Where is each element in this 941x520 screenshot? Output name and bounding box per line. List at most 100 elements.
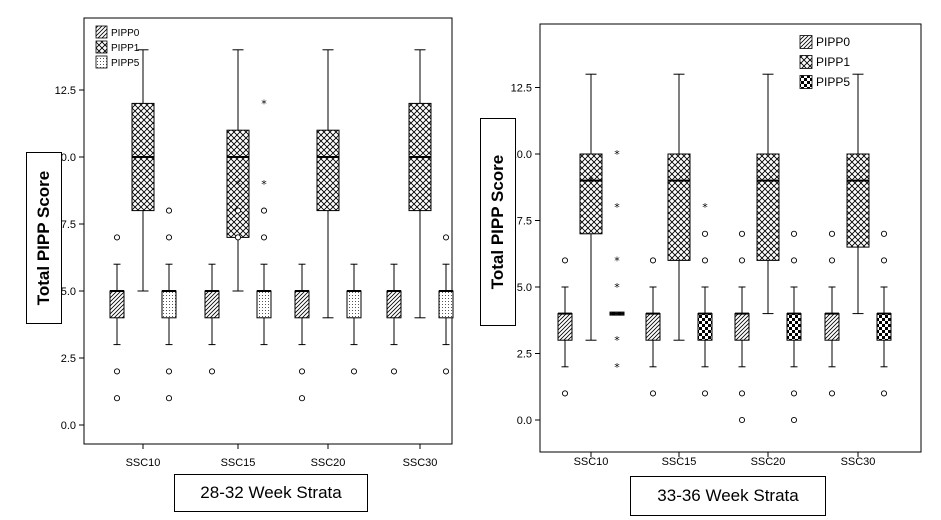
- legend-swatch: [799, 35, 813, 49]
- outlier-point: [880, 257, 888, 264]
- legend-swatch: [95, 55, 108, 69]
- box-pipp0: [294, 290, 310, 319]
- box-pipp5: [256, 290, 272, 319]
- box-pipp0: [557, 313, 573, 341]
- strata-label-right: 33-36 Week Strata: [630, 476, 826, 516]
- outlier-point: [828, 257, 836, 264]
- outlier-point: [442, 368, 450, 375]
- y-tick-label: 5.0: [61, 286, 76, 298]
- outlier-point: [165, 207, 173, 214]
- extreme-point: *: [261, 178, 267, 191]
- outlier-point: [790, 416, 798, 424]
- box-pipp5: [438, 290, 454, 319]
- extreme-point: *: [614, 334, 620, 347]
- outlier-point: [738, 416, 746, 424]
- box-pipp1: [579, 153, 603, 235]
- outlier-point: [701, 390, 709, 397]
- y-tick-label: 12.5: [511, 83, 532, 95]
- outlier-point: [165, 234, 173, 241]
- outlier-point: [298, 368, 306, 375]
- outlier-point: [442, 234, 450, 241]
- ylabel-left: Total PIPP Score: [34, 170, 53, 306]
- outlier-point: [738, 257, 746, 264]
- legend-label: PIPP5: [816, 75, 850, 89]
- outlier-point: [234, 234, 242, 241]
- outlier-point: [165, 368, 173, 375]
- outlier-point: [649, 257, 657, 264]
- outlier-point: [790, 390, 798, 397]
- outlier-point: [701, 257, 709, 264]
- legend-label: PIPP0: [816, 35, 850, 49]
- y-tick-label: 7.5: [61, 219, 76, 231]
- x-tick-label: SSC20: [751, 456, 786, 468]
- y-tick-label: 0.0: [61, 420, 76, 432]
- y-tick-label: 0.0: [517, 415, 532, 427]
- x-tick-label: SSC20: [311, 457, 346, 469]
- box-pipp1: [316, 129, 340, 212]
- box-pipp1: [667, 153, 691, 261]
- outlier-point: [880, 230, 888, 237]
- legend-swatch: [799, 55, 813, 69]
- legend-label: PIPP1: [111, 43, 140, 54]
- strata-label-left: 28-32 Week Strata: [174, 474, 368, 512]
- y-tick-label: 7.5: [517, 216, 532, 228]
- outlier-point: [738, 230, 746, 237]
- outlier-point: [390, 368, 398, 375]
- outlier-point: [561, 390, 569, 397]
- extreme-point: *: [614, 361, 620, 374]
- outlier-point: [828, 390, 836, 397]
- outlier-point: [208, 368, 216, 375]
- ylabel-left-box: Total PIPP Score: [26, 152, 62, 324]
- x-tick-label: SSC15: [221, 457, 256, 469]
- outlier-point: [790, 257, 798, 264]
- outlier-point: [561, 257, 569, 264]
- box-pipp5: [346, 290, 362, 319]
- y-tick-label: 12.5: [55, 85, 76, 97]
- legend-swatch: [95, 25, 108, 39]
- x-tick-label: SSC30: [403, 457, 438, 469]
- y-tick-label: 2.5: [61, 353, 76, 365]
- legend-label: PIPP1: [816, 55, 850, 69]
- outlier-point: [880, 390, 888, 397]
- legend-label: PIPP0: [111, 28, 140, 39]
- box-pipp0: [109, 290, 125, 319]
- y-tick-label: 2.5: [517, 349, 532, 361]
- extreme-point: *: [588, 175, 594, 188]
- box-pipp5: [697, 313, 713, 341]
- x-tick-label: SSC30: [841, 456, 876, 468]
- outlier-point: [260, 234, 268, 241]
- plot-frame: [83, 17, 453, 445]
- extreme-point: *: [235, 178, 241, 191]
- box-pipp1: [756, 153, 780, 261]
- box-pipp0: [734, 313, 750, 341]
- outlier-point: [113, 368, 121, 375]
- legend-swatch: [95, 40, 108, 54]
- box-pipp0: [645, 313, 661, 341]
- box-pipp0: [386, 290, 402, 319]
- extreme-point: *: [614, 281, 620, 294]
- outlier-point: [350, 368, 358, 375]
- box-pipp0: [204, 290, 220, 319]
- outlier-point: [234, 207, 242, 214]
- ylabel-right: Total PIPP Score: [488, 154, 507, 290]
- legend-swatch: [799, 75, 813, 89]
- x-tick-label: SSC10: [126, 457, 161, 469]
- y-tick-label: 5.0: [517, 282, 532, 294]
- outlier-point: [701, 230, 709, 237]
- outlier-point: [649, 390, 657, 397]
- outlier-point: [165, 395, 173, 402]
- outlier-point: [738, 390, 746, 397]
- x-tick-label: SSC10: [574, 456, 609, 468]
- box-pipp5: [161, 290, 177, 319]
- outlier-point: [828, 230, 836, 237]
- box-pipp0: [824, 313, 840, 341]
- outlier-point: [298, 395, 306, 402]
- ylabel-right-box: Total PIPP Score: [480, 118, 516, 326]
- x-tick-label: SSC15: [662, 456, 697, 468]
- box-pipp5: [876, 313, 892, 341]
- extreme-point: *: [614, 148, 620, 161]
- box-pipp5: [786, 313, 802, 341]
